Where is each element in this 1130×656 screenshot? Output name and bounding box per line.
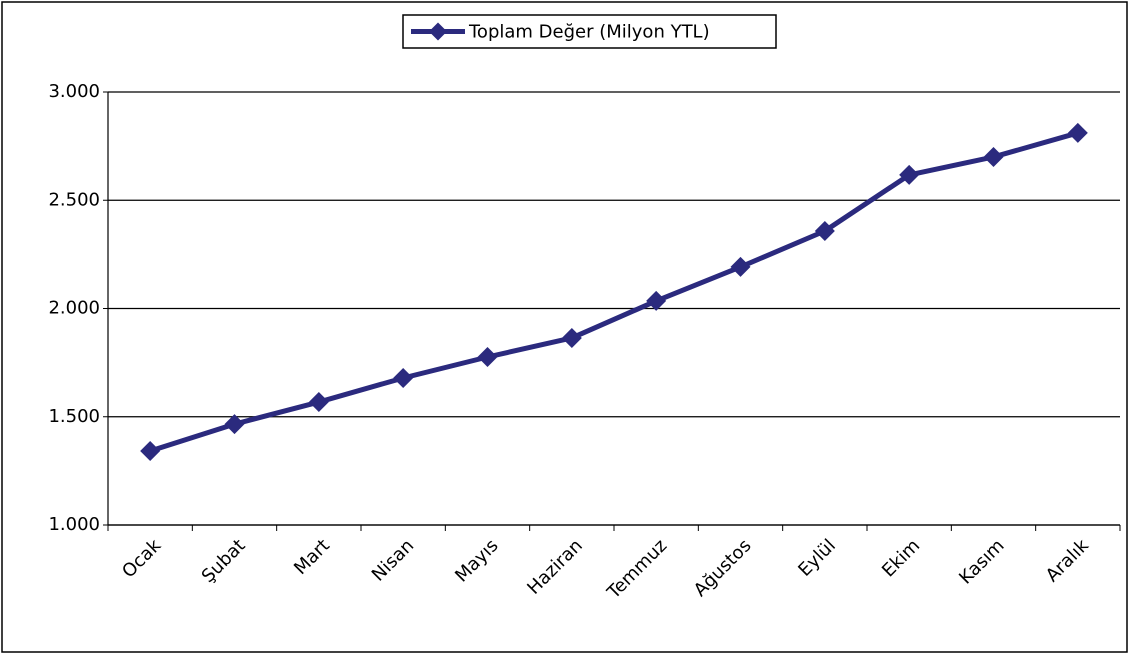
point — [730, 256, 751, 277]
point — [140, 440, 161, 461]
y-tick-label: 1.500 — [48, 406, 100, 427]
point — [899, 164, 920, 185]
y-tick-label: 2.500 — [48, 189, 100, 210]
point — [477, 346, 498, 367]
legend-label: Toplam Değer (Milyon YTL) — [468, 22, 710, 43]
point — [1067, 122, 1088, 143]
point — [224, 414, 245, 435]
point — [393, 367, 414, 388]
point — [814, 220, 835, 241]
line — [149, 130, 1079, 454]
point — [646, 290, 667, 311]
y-tick-label: 2.000 — [48, 298, 100, 319]
legend-marker — [429, 22, 447, 41]
legend-box — [402, 14, 777, 49]
y-tick-label: 3.000 — [48, 81, 100, 102]
y-tick-label: 1.000 — [48, 514, 100, 535]
point — [308, 392, 329, 413]
point — [561, 327, 582, 348]
point — [983, 146, 1004, 167]
